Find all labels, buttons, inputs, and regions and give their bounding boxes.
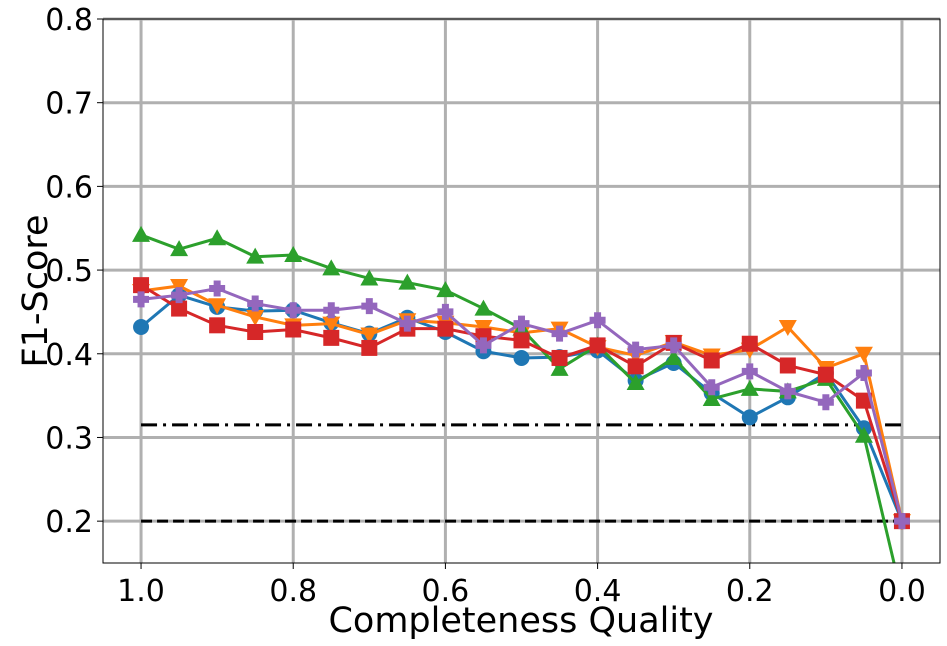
marker — [170, 278, 189, 295]
marker — [741, 363, 758, 380]
marker — [360, 327, 379, 344]
marker — [513, 349, 530, 366]
marker — [132, 225, 151, 242]
marker — [133, 291, 150, 308]
marker — [627, 358, 644, 375]
marker — [551, 349, 568, 366]
marker — [171, 300, 188, 317]
marker — [323, 302, 340, 319]
marker — [779, 357, 796, 374]
marker — [550, 359, 569, 376]
marker — [817, 366, 834, 383]
marker — [436, 281, 455, 298]
x-axis-label: Completeness Quality — [328, 601, 713, 641]
marker — [513, 315, 530, 332]
x-tick-label: 1.0 — [117, 574, 165, 609]
marker — [361, 298, 378, 315]
y-tick-label: 0.6 — [45, 170, 93, 205]
marker — [247, 295, 264, 312]
marker — [855, 392, 872, 409]
marker — [778, 319, 797, 336]
marker — [474, 319, 493, 336]
marker — [209, 280, 226, 297]
marker — [513, 332, 530, 349]
y-axis-label: F1-Score — [16, 214, 56, 367]
y-tick-label: 0.5 — [45, 254, 93, 289]
marker — [323, 329, 340, 346]
marker — [779, 383, 796, 400]
marker — [854, 346, 873, 363]
marker — [854, 426, 873, 443]
marker — [893, 513, 910, 530]
x-tick-label: 0.6 — [422, 574, 470, 609]
plot-area — [132, 225, 911, 563]
marker — [855, 365, 872, 382]
x-tick-label: 0.2 — [726, 574, 774, 609]
y-tick-label: 0.3 — [45, 421, 93, 456]
marker — [740, 379, 759, 396]
marker — [589, 337, 606, 354]
marker — [322, 316, 341, 333]
y-tick-label: 0.8 — [45, 3, 93, 38]
series-line — [140, 233, 896, 563]
marker — [208, 298, 227, 315]
marker — [437, 303, 454, 320]
marker — [437, 320, 454, 337]
marker — [246, 247, 265, 264]
marker — [551, 325, 568, 342]
marker — [208, 229, 227, 246]
marker — [247, 324, 264, 341]
marker — [817, 394, 834, 411]
y-tick-label: 0.7 — [45, 87, 93, 122]
marker — [133, 277, 150, 294]
y-tick-label: 0.4 — [45, 338, 93, 373]
marker — [361, 339, 378, 356]
marker — [170, 240, 189, 257]
marker — [702, 389, 721, 406]
marker — [475, 337, 492, 354]
x-tick-label: 0.4 — [574, 574, 622, 609]
marker — [133, 318, 150, 335]
marker — [741, 409, 758, 426]
marker — [322, 259, 341, 276]
x-tick-label: 0.0 — [878, 574, 926, 609]
marker — [285, 321, 302, 338]
marker — [284, 246, 303, 263]
x-tick-label: 0.8 — [269, 574, 317, 609]
marker — [627, 341, 644, 358]
plot-border — [102, 18, 941, 564]
marker — [665, 337, 682, 354]
marker — [626, 374, 645, 391]
y-tick-label: 0.2 — [45, 505, 93, 540]
marker — [399, 315, 416, 332]
marker — [246, 309, 265, 326]
marker — [664, 348, 683, 365]
marker — [474, 299, 493, 316]
marker — [741, 335, 758, 352]
marker — [209, 317, 226, 334]
marker — [360, 269, 379, 286]
marker — [285, 302, 302, 319]
marker — [589, 312, 606, 329]
marker — [398, 273, 417, 290]
marker — [171, 287, 188, 304]
marker — [703, 352, 720, 369]
marker — [703, 379, 720, 396]
